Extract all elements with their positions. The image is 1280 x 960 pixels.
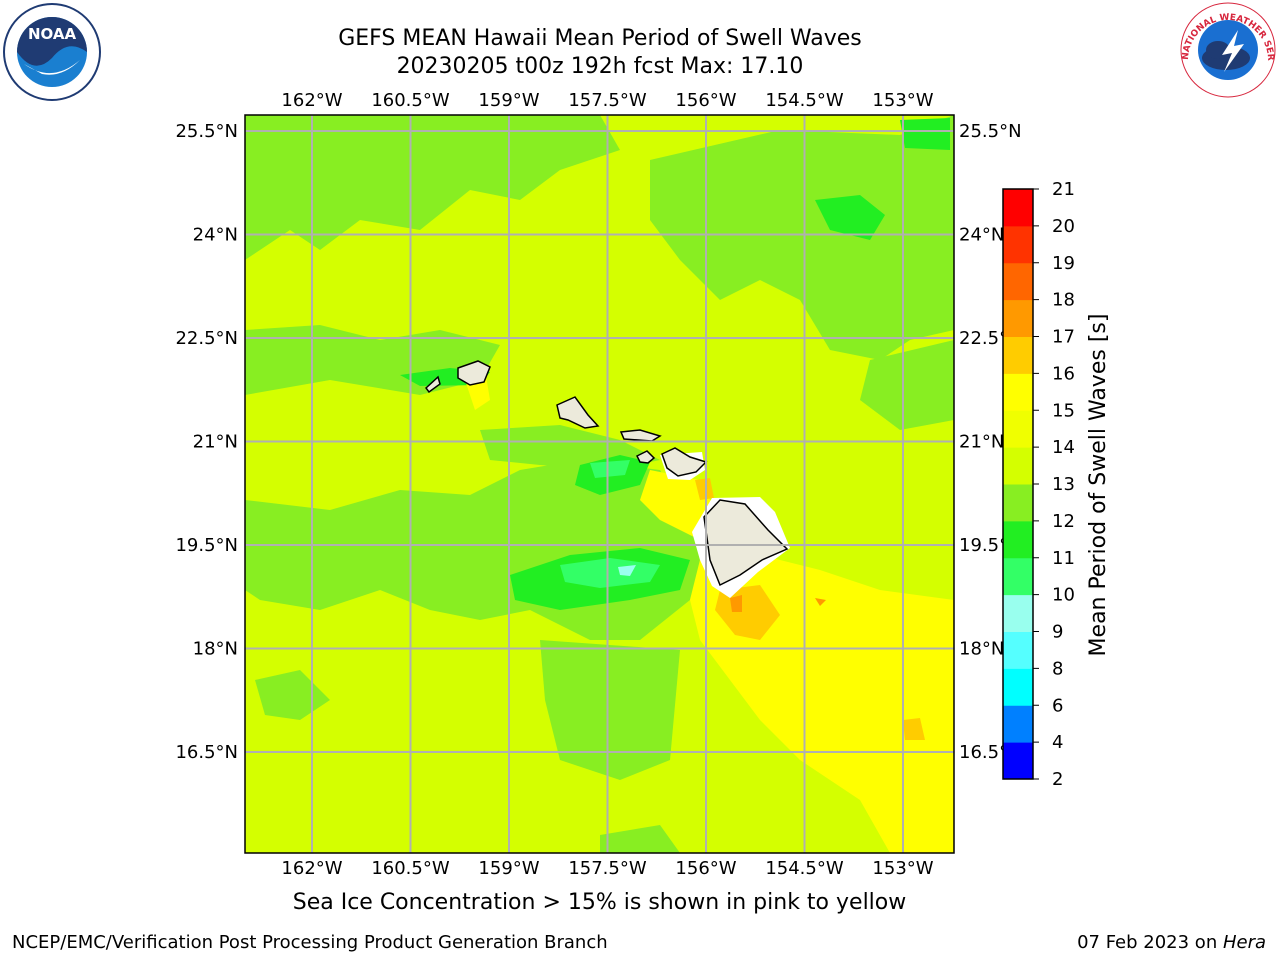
lon-label-bottom: 156°W <box>675 858 736 879</box>
colorbar-tick-label: 18 <box>1052 290 1075 311</box>
islands <box>424 360 790 598</box>
colorbar-tick-label: 14 <box>1052 437 1075 458</box>
colorbar-swatch <box>1003 189 1033 227</box>
colorbar-swatch <box>1003 373 1033 411</box>
lon-label-bottom: 162°W <box>281 858 342 879</box>
niihau-island <box>424 375 441 394</box>
lon-label-top: 160.5°W <box>371 90 450 111</box>
colorbar-tick-label: 13 <box>1052 474 1075 495</box>
lon-label-top: 154.5°W <box>765 90 844 111</box>
lat-label-right: 18°N <box>959 639 1004 660</box>
footer-date: 07 Feb 2023 on Hera <box>1077 932 1266 953</box>
colorbar-tick-label: 9 <box>1052 622 1063 643</box>
oahu-island <box>556 396 600 429</box>
lat-label-left: 24°N <box>193 225 238 246</box>
colorbar-tick-label: 15 <box>1052 400 1075 421</box>
period-17-18-contours <box>730 595 826 612</box>
colorbar-swatch <box>1003 594 1033 632</box>
map-subtitle: 20230205 t00z 192h fcst Max: 17.10 <box>396 54 804 79</box>
lat-label-right: 25.5°N <box>959 121 1022 142</box>
lon-label-bottom: 157.5°W <box>568 858 647 879</box>
lat-label-right: 24°N <box>959 225 1004 246</box>
colorbar-tick-label: 4 <box>1052 732 1063 753</box>
colorbar-swatch <box>1003 557 1033 596</box>
lon-label-bottom: 160.5°W <box>371 858 450 879</box>
gridlines <box>245 115 954 853</box>
colorbar-tick-label: 8 <box>1052 658 1063 679</box>
footer-credit: NCEP/EMC/Verification Post Processing Pr… <box>12 932 608 953</box>
maui-island <box>661 447 708 477</box>
colorbar-tick-label: 20 <box>1052 216 1075 237</box>
tick-labels: 162°W 162°W 160.5°W 160.5°W 159°W 159°W 157.5°… <box>175 90 1021 879</box>
lat-label-right: 21°N <box>959 432 1004 453</box>
colorbar-swatch <box>1003 410 1033 448</box>
period-9-10-contour <box>618 565 636 576</box>
hawaii-big-island <box>703 499 789 587</box>
map-frame <box>244 114 955 854</box>
colorbar: 2 4 6 8 9 10 11 12 13 14 15 16 17 18 19 20 21 Mean Period… <box>1002 179 1111 790</box>
lon-label-top: 157.5°W <box>568 90 647 111</box>
lon-label-top: 153°W <box>872 90 933 111</box>
colorbar-tick-label: 10 <box>1052 585 1075 606</box>
colorbar-swatch <box>1003 336 1033 374</box>
map-field <box>245 115 954 853</box>
colorbar-swatch <box>1003 484 1033 522</box>
sea-ice-caption: Sea Ice Concentration > 15% is shown in … <box>292 890 907 915</box>
lat-label-left: 18°N <box>193 639 238 660</box>
lat-label-left: 19.5°N <box>175 535 238 556</box>
noaa-logo-text: NOAA <box>28 25 77 43</box>
colorbar-tick-label: 12 <box>1052 511 1075 532</box>
colorbar-swatch <box>1003 447 1033 485</box>
colorbar-tick-label: 21 <box>1052 179 1075 200</box>
colorbar-swatch <box>1003 631 1033 669</box>
colorbar-tick-label: 2 <box>1052 769 1063 790</box>
footer-system: Hera <box>1222 932 1266 953</box>
lon-label-bottom: 154.5°W <box>765 858 844 879</box>
colorbar-tick-label: 6 <box>1052 695 1063 716</box>
colorbar-swatch <box>1003 668 1033 706</box>
lat-label-left: 21°N <box>193 432 238 453</box>
nws-logo: NATIONAL WEATHER SERVICE <box>1178 0 1276 98</box>
lon-label-bottom: 159°W <box>478 858 539 879</box>
colorbar-label: Mean Period of Swell Waves [s] <box>1086 314 1111 657</box>
colorbar-swatch <box>1003 705 1033 743</box>
lon-label-bottom: 153°W <box>872 858 933 879</box>
colorbar-tick-label: 16 <box>1052 363 1075 384</box>
colorbar-swatch <box>1003 225 1033 264</box>
lon-label-top: 159°W <box>478 90 539 111</box>
colorbar-swatch <box>1003 742 1033 780</box>
lat-label-left: 25.5°N <box>175 121 238 142</box>
lat-label-left: 16.5°N <box>175 742 238 763</box>
colorbar-tick-label: 11 <box>1052 548 1075 569</box>
noaa-logo: NOAA <box>3 3 101 101</box>
lon-label-top: 156°W <box>675 90 736 111</box>
colorbar-swatch <box>1003 520 1033 559</box>
colorbar-tick-label: 19 <box>1052 253 1075 274</box>
molokai-island <box>619 429 662 442</box>
lat-label-left: 22.5°N <box>175 328 238 349</box>
colorbar-swatch <box>1003 262 1033 301</box>
lanai-island <box>635 450 656 464</box>
map-title: GEFS MEAN Hawaii Mean Period of Swell Wa… <box>338 26 862 51</box>
colorbar-swatch <box>1003 299 1033 337</box>
colorbar-tick-label: 17 <box>1052 327 1075 348</box>
lon-label-top: 162°W <box>281 90 342 111</box>
kauai-island <box>457 360 491 386</box>
